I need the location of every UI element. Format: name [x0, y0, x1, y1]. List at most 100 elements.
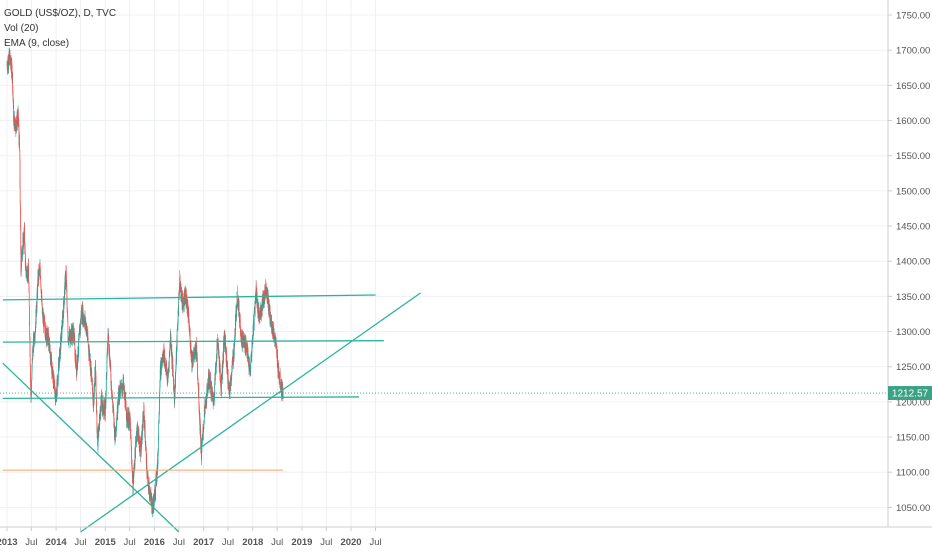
- candle-body: [111, 390, 112, 394]
- candle-body: [121, 383, 122, 389]
- candle-body: [76, 364, 78, 375]
- candle-body: [28, 270, 30, 282]
- candle-body: [185, 292, 186, 295]
- candle-body: [78, 338, 79, 352]
- time-tick-label: Jul: [74, 537, 86, 548]
- grid-layer: [0, 0, 888, 527]
- candle-body: [143, 406, 145, 411]
- candle-body: [216, 365, 217, 368]
- candle-body: [14, 122, 16, 127]
- candle-body: [107, 345, 108, 353]
- candle-body: [11, 63, 13, 68]
- candle-body: [154, 492, 155, 503]
- candle-body: [210, 385, 212, 397]
- candle-body: [52, 370, 54, 376]
- last-price-tag: 1212.57: [888, 386, 932, 401]
- candle-body: [63, 303, 65, 309]
- candle-body: [125, 409, 127, 417]
- candle-body: [59, 354, 60, 368]
- legend-symbol[interactable]: GOLD (US$/OZ), D, TVC: [4, 8, 117, 19]
- candle-body: [232, 354, 234, 364]
- candle-body: [19, 135, 20, 145]
- candle-body: [183, 299, 184, 307]
- time-tick-label: Jul: [320, 537, 332, 548]
- candle-body: [250, 363, 252, 376]
- candle-body: [14, 116, 15, 122]
- candle-body: [236, 312, 237, 317]
- candle-body: [120, 386, 121, 394]
- candle-body: [233, 348, 235, 356]
- candle-body: [212, 395, 214, 402]
- candle-body: [124, 397, 126, 409]
- candle-body: [277, 354, 278, 368]
- candle-body: [29, 339, 31, 357]
- price-tick-label: 1050.00: [896, 503, 930, 514]
- legend-volume-indicator[interactable]: Vol (20): [4, 23, 39, 34]
- candle-body: [226, 350, 227, 361]
- candle-body: [12, 91, 14, 98]
- candle-body: [123, 378, 124, 388]
- candle-body: [200, 430, 202, 448]
- candle-body: [30, 394, 32, 398]
- candle-body: [20, 228, 22, 252]
- time-axis[interactable]: 2013 Jul 2014 Jul 2015 Jul 2016 Jul 2017 Jul 2018 J…: [0, 526, 932, 548]
- candle-body: [152, 498, 154, 505]
- falling-trendline[interactable]: [2, 362, 180, 533]
- candle-body: [55, 392, 56, 403]
- candle-body: [20, 272, 22, 274]
- candle-body: [77, 358, 78, 365]
- candle-body: [86, 325, 88, 330]
- candle-body: [144, 436, 146, 446]
- candle-body: [253, 322, 254, 335]
- candle-body: [155, 480, 157, 494]
- drawing-layer[interactable]: [2, 292, 421, 533]
- candle-body: [273, 332, 275, 340]
- candle-body: [252, 336, 254, 341]
- candle-body: [134, 448, 136, 454]
- candle-body: [198, 386, 200, 405]
- candle-body: [196, 357, 198, 370]
- candle-body: [261, 305, 262, 313]
- candle-body: [51, 365, 53, 375]
- candle-body: [9, 52, 11, 59]
- candle-body: [271, 318, 272, 330]
- resistance-line-1288[interactable]: [2, 340, 384, 343]
- candle-body: [207, 384, 208, 389]
- candle-body: [19, 159, 21, 185]
- candle-body: [179, 287, 180, 295]
- candle-body: [81, 307, 83, 318]
- candle-body: [40, 284, 42, 286]
- candle-body: [67, 320, 69, 333]
- candle-body: [116, 423, 117, 430]
- candle-body: [128, 418, 130, 426]
- candle-body: [113, 413, 115, 423]
- candle-body: [131, 466, 133, 479]
- candle-body: [108, 336, 110, 350]
- legend-ema-indicator[interactable]: EMA (9, close): [4, 38, 70, 49]
- candle-body: [150, 495, 151, 500]
- candle-body: [148, 486, 150, 491]
- candle-body: [157, 437, 159, 453]
- candle-body: [62, 315, 64, 324]
- candle-body: [106, 360, 108, 375]
- candle-body: [233, 344, 235, 357]
- candle-body: [24, 244, 26, 253]
- candle-body: [222, 360, 224, 370]
- price-axis[interactable]: 1050.00 1100.00 1150.00 1200.00 1250.00 1300.…: [887, 0, 930, 527]
- resistance-line-1350[interactable]: [2, 294, 376, 301]
- support-line-1205[interactable]: [2, 396, 360, 400]
- candle-body: [238, 302, 240, 317]
- last-price-label: 1212.57: [892, 389, 929, 400]
- candle-body: [34, 331, 36, 333]
- candle-body: [170, 339, 172, 351]
- candle-body: [49, 343, 51, 349]
- candle-body: [201, 452, 203, 461]
- time-tick-label: Jul: [271, 537, 283, 548]
- candle-body: [102, 400, 104, 412]
- price-tick-label: 1100.00: [896, 468, 930, 479]
- candle-body: [114, 426, 116, 441]
- candle-body: [131, 458, 133, 466]
- candle-body: [253, 311, 255, 326]
